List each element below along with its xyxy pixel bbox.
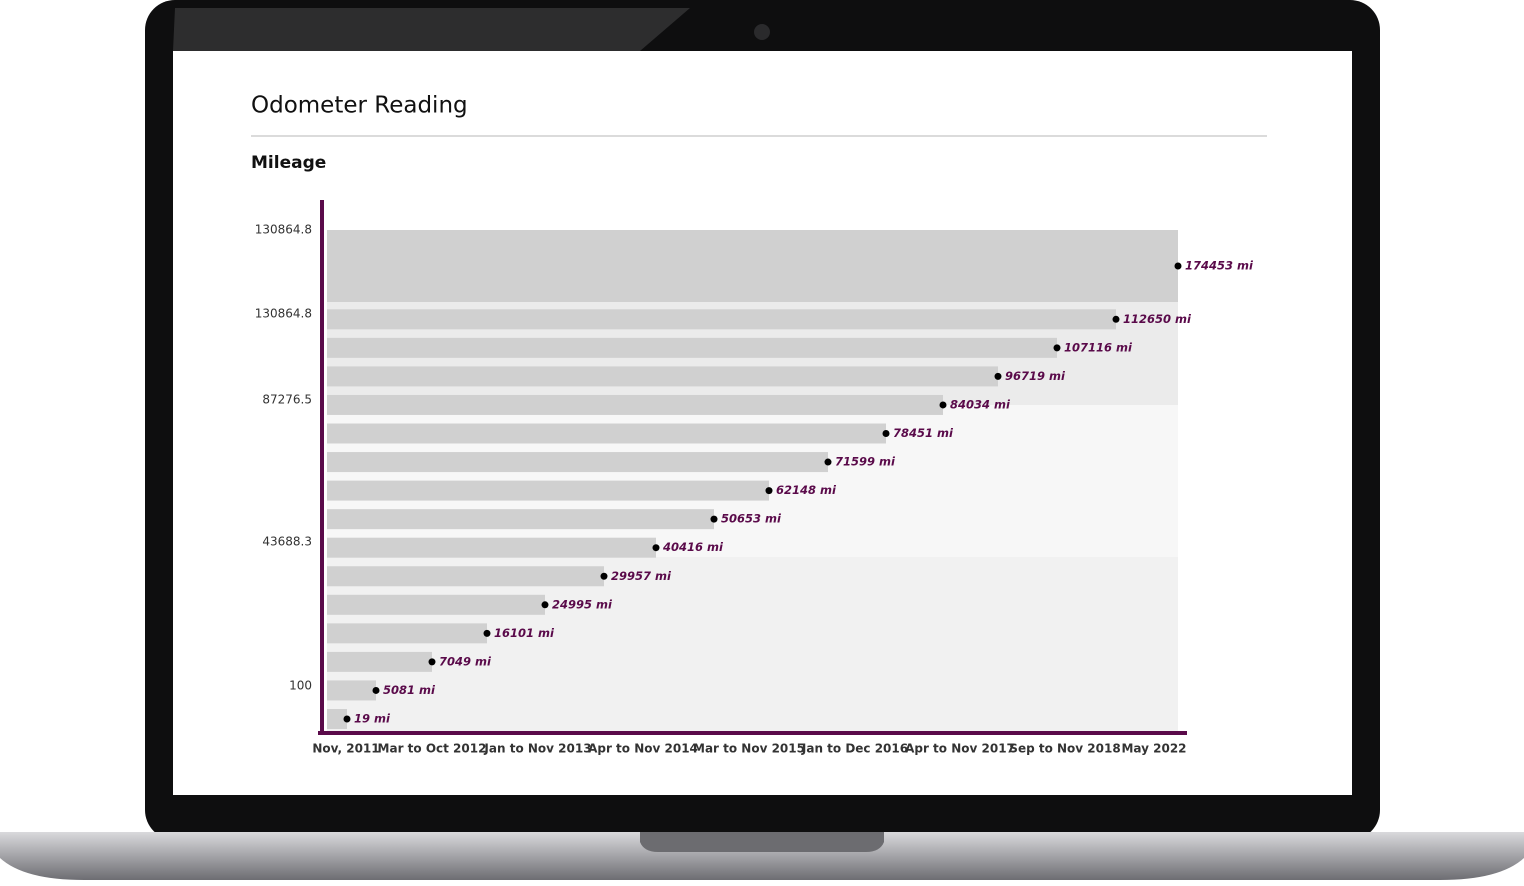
reading-bar xyxy=(327,309,1116,330)
x-label: Mar to Oct 2012 xyxy=(378,742,487,756)
reading-bar xyxy=(327,337,1057,358)
reading-bar xyxy=(327,394,943,415)
reading-label: 96719 mi xyxy=(1005,369,1066,383)
reading-dot xyxy=(600,572,608,580)
reading-bar xyxy=(327,651,432,672)
reading-dot xyxy=(710,515,718,523)
x-label: Apr to Nov 2014 xyxy=(588,742,698,756)
reading-label: 62148 mi xyxy=(776,483,837,497)
laptop-base xyxy=(0,832,1524,880)
reading-label: 174453 mi xyxy=(1185,259,1254,273)
band xyxy=(327,557,1178,733)
y-label: 130864.8 xyxy=(255,223,312,237)
reading-dot xyxy=(994,372,1002,380)
reading-dot xyxy=(882,430,890,437)
reading-label: 19 mi xyxy=(354,712,391,726)
reading-bar xyxy=(327,566,604,587)
notch xyxy=(640,832,884,852)
reading-label: 7049 mi xyxy=(439,654,492,668)
reading-bar xyxy=(327,230,1178,302)
glare xyxy=(173,8,690,51)
page-title: Odometer Reading xyxy=(251,93,468,119)
reading-bar xyxy=(327,623,487,644)
reading-dot xyxy=(343,715,351,723)
reading-label: 107116 mi xyxy=(1064,340,1133,354)
reading-bar xyxy=(327,423,886,444)
camera xyxy=(754,24,770,40)
reading-bar xyxy=(327,452,828,473)
reading-dot xyxy=(1112,315,1120,323)
reading-bar xyxy=(327,680,376,701)
x-label: Sep to Nov 2018 xyxy=(1009,742,1120,756)
x-label: Apr to Nov 2017 xyxy=(905,742,1015,756)
x-label: May 2022 xyxy=(1121,742,1186,756)
reading-dot xyxy=(824,458,832,466)
reading-label: 112650 mi xyxy=(1123,312,1192,326)
reading-bar xyxy=(327,366,998,387)
reading-dot xyxy=(765,487,773,495)
reading-dot xyxy=(483,629,491,637)
reading-bar xyxy=(327,509,714,530)
reading-dot xyxy=(939,401,947,409)
reading-dot xyxy=(1053,344,1061,352)
reading-label: 84034 mi xyxy=(950,397,1011,411)
reading-bar xyxy=(327,537,656,558)
reading-label: 50653 mi xyxy=(721,512,782,526)
x-label: Mar to Nov 2015 xyxy=(693,742,805,756)
reading-label: 29957 mi xyxy=(611,569,672,583)
reading-label: 40416 mi xyxy=(662,540,724,554)
reading-label: 24995 mi xyxy=(552,597,613,611)
reading-bar xyxy=(327,594,545,615)
reading-dot xyxy=(1174,262,1182,270)
y-label: 87276.5 xyxy=(262,393,312,407)
reading-dot xyxy=(372,686,380,694)
reading-dot xyxy=(652,544,660,552)
y-label: 43688.3 xyxy=(262,535,312,549)
reading-label: 71599 mi xyxy=(835,455,896,469)
x-label: Jan to Dec 2016 xyxy=(801,742,908,756)
reading-bar xyxy=(327,480,769,501)
x-label: Nov, 2011 xyxy=(312,742,379,756)
reading-label: 16101 mi xyxy=(494,626,555,640)
reading-dot xyxy=(428,658,436,666)
reading-label: 78451 mi xyxy=(893,426,954,440)
reading-label: 5081 mi xyxy=(383,683,436,697)
section-title: Mileage xyxy=(251,153,326,173)
reading-dot xyxy=(541,601,549,609)
x-label: Jan to Nov 2013 xyxy=(483,742,591,756)
reading-bar xyxy=(327,709,347,729)
y-label: 130864.8 xyxy=(255,307,312,321)
y-label: 100 xyxy=(289,679,312,693)
